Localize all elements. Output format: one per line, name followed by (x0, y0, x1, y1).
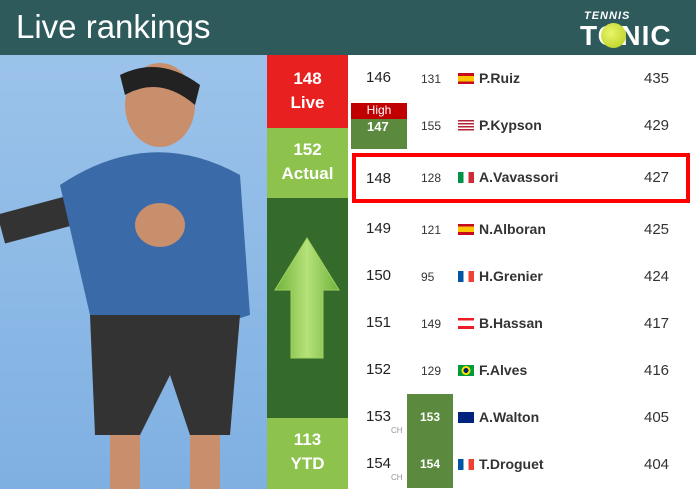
table-row[interactable]: 153 CH 153 A.Walton 405 (348, 394, 696, 441)
flag-icon-lb (458, 318, 474, 329)
table-row[interactable]: 148 128 A.Vavassori 427 (348, 154, 696, 201)
live-rank: 151 (366, 314, 392, 331)
arrow-box (267, 198, 348, 418)
player-name[interactable]: P.Kypson (479, 117, 542, 133)
points: 429 (644, 117, 670, 134)
live-rank: 150 (366, 267, 392, 284)
previous-rank: 128 (421, 171, 442, 185)
table-row[interactable]: 154 CH 154 T.Droguet 404 (348, 441, 696, 488)
points: 435 (644, 70, 670, 87)
table-row[interactable]: 151 149 B.Hassan 417 (348, 300, 696, 347)
previous-rank: 155 (421, 119, 442, 133)
live-rank: 148 (366, 170, 392, 187)
table-row[interactable]: High 147 155 P.Kypson 429 (348, 102, 696, 149)
points: 424 (644, 268, 670, 285)
player-name[interactable]: A.Walton (479, 409, 540, 425)
ytd-rank-box: 113 YTD (267, 418, 348, 489)
flag-icon-es (458, 224, 474, 235)
flag-icon-us (458, 120, 474, 131)
career-high-box: 154 (407, 441, 453, 488)
player-name[interactable]: P.Ruiz (479, 70, 520, 86)
up-arrow-icon (274, 237, 340, 359)
page-title: Live rankings (16, 8, 211, 45)
points: 404 (644, 456, 670, 473)
flag-icon-fr (458, 271, 474, 282)
points: 416 (644, 362, 670, 379)
live-rank: 149 (366, 220, 392, 237)
player-name[interactable]: A.Vavassori (479, 169, 559, 185)
live-rank: 152 (366, 361, 392, 378)
flag-icon-au (458, 412, 474, 423)
live-rank: 147 (367, 119, 389, 134)
career-high-box: 153 (407, 394, 453, 441)
challenger-label: CH (391, 426, 403, 435)
points: 427 (644, 169, 670, 186)
header: Live rankings TENNIS TONIC (0, 0, 696, 55)
tennis-tonic-logo[interactable]: TENNIS TONIC (580, 10, 680, 51)
table-row[interactable]: 150 95 H.Grenier 424 (348, 253, 696, 300)
points: 417 (644, 315, 670, 332)
flag-icon-es (458, 73, 474, 84)
flag-icon-fr (458, 459, 474, 470)
previous-rank: 131 (421, 72, 442, 86)
player-name[interactable]: N.Alboran (479, 221, 546, 237)
live-rank: 146 (366, 69, 392, 86)
previous-rank: 121 (421, 223, 442, 237)
tennis-ball-icon (601, 23, 626, 48)
player-name[interactable]: H.Grenier (479, 268, 543, 284)
flag-icon-br (458, 365, 474, 376)
player-name[interactable]: F.Alves (479, 362, 528, 378)
player-name[interactable]: T.Droguet (479, 456, 544, 472)
challenger-label: CH (391, 473, 403, 482)
high-badge: High (351, 103, 407, 119)
previous-rank: 129 (421, 364, 442, 378)
ranking-summary: 148 Live 152 Actual 113 YTD (267, 55, 348, 489)
live-rank: 154 (366, 455, 392, 472)
flag-icon-it (458, 172, 474, 183)
player-name[interactable]: B.Hassan (479, 315, 543, 331)
previous-rank: 95 (421, 270, 435, 284)
table-row[interactable]: 146 131 P.Ruiz 435 (348, 55, 696, 102)
table-row[interactable]: 152 129 F.Alves 416 (348, 347, 696, 394)
points: 425 (644, 221, 670, 238)
previous-rank: 149 (421, 317, 442, 331)
actual-rank-box: 152 Actual (267, 128, 348, 198)
live-rank: 153 (366, 408, 392, 425)
player-photo (0, 55, 267, 489)
highlighted-player-frame (352, 153, 690, 203)
live-rank-box: 148 Live (267, 55, 348, 128)
points: 405 (644, 409, 670, 426)
table-row[interactable]: 149 121 N.Alboran 425 (348, 206, 696, 253)
